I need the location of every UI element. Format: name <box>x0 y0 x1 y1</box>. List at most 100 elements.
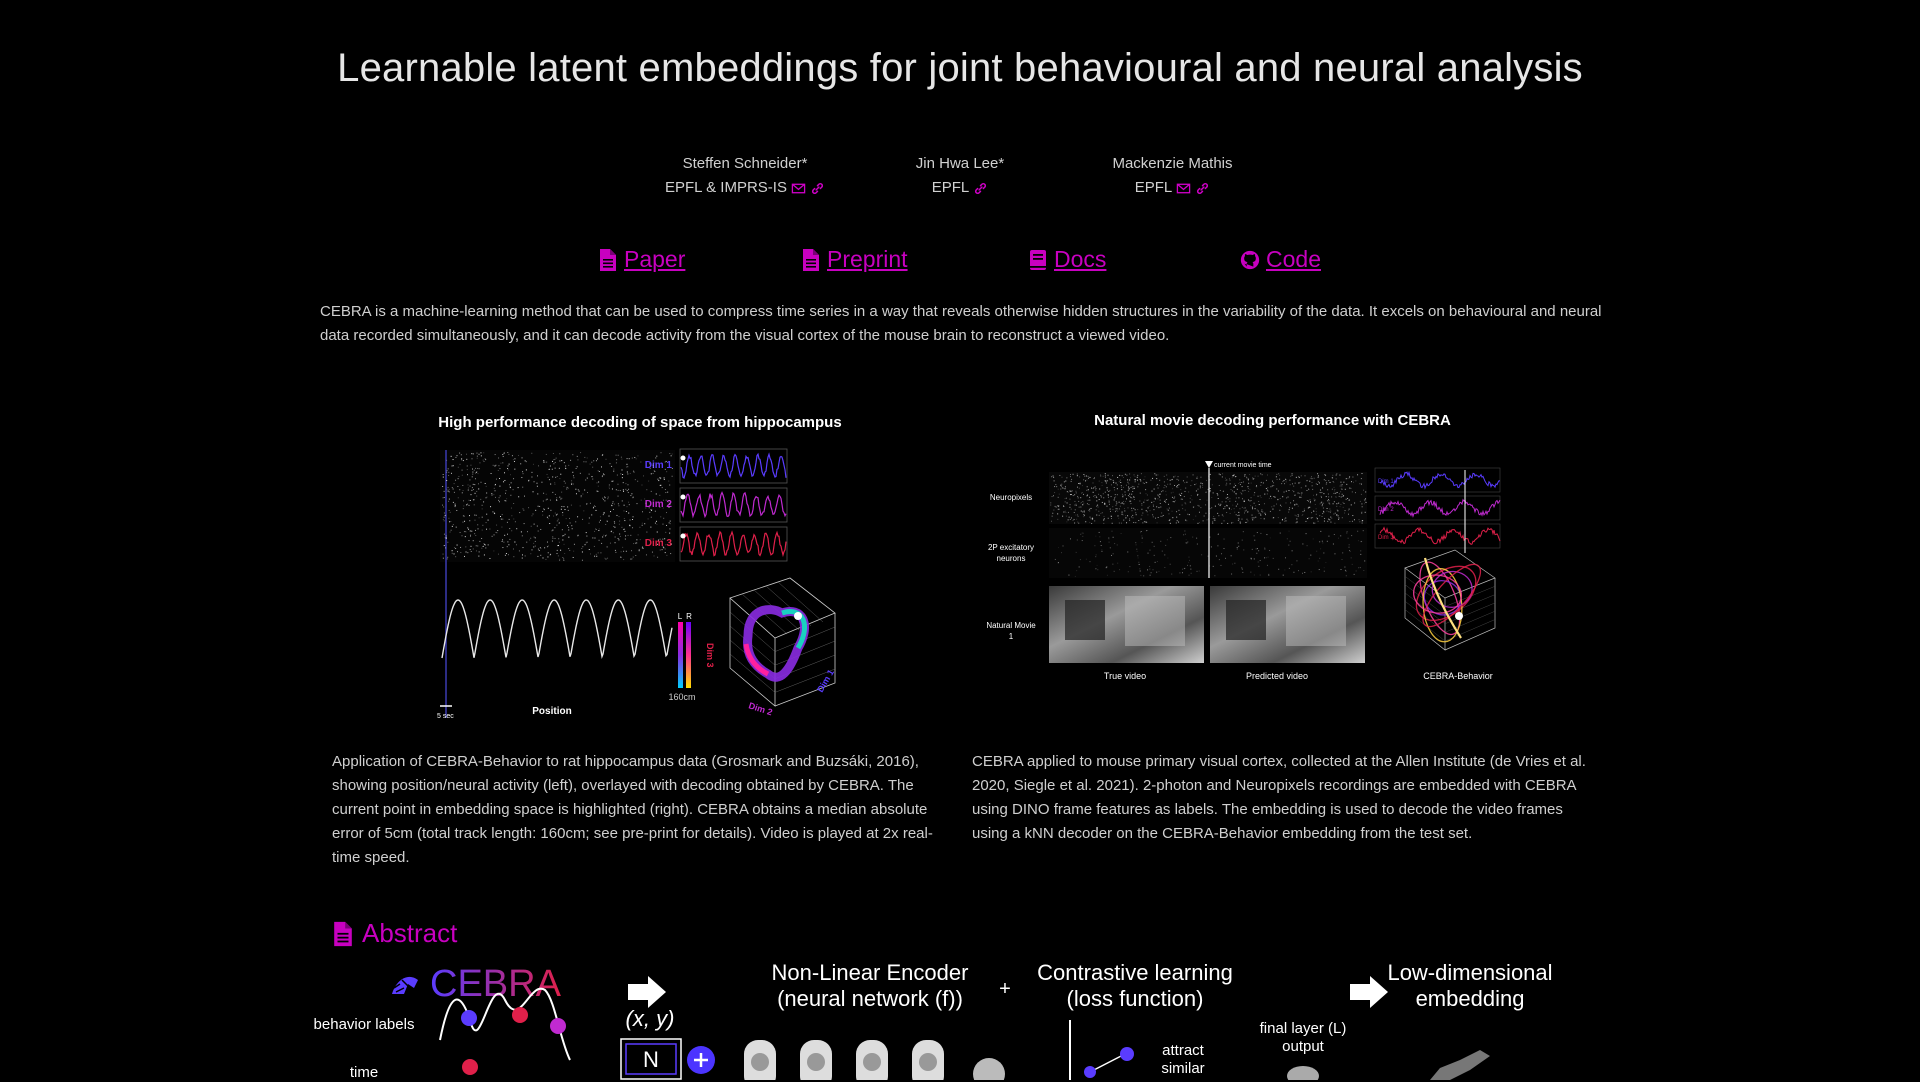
current-time-label: current movie time <box>1214 462 1272 469</box>
preprint-link[interactable]: Preprint <box>801 246 908 273</box>
output-node <box>1287 1066 1319 1080</box>
cebra-overview-diagram: CEBRA N behavior labels time (x, y) Non-… <box>314 950 1630 1081</box>
time-label: time <box>349 1064 379 1081</box>
trace-marker <box>680 455 686 461</box>
dim2-label: Dim 2 <box>645 499 673 510</box>
true-video-frame <box>1049 586 1204 663</box>
trace-marker <box>680 494 686 500</box>
authors-block: Steffen Schneider* EPFL & IMPRS-IS Jin H… <box>0 152 1920 202</box>
behavior-point <box>512 1007 528 1023</box>
zebra-logo-icon <box>392 976 418 994</box>
track-label: 160cm <box>668 692 695 702</box>
preprint-link-label: Preprint <box>827 246 908 272</box>
colorbar-left <box>678 622 683 688</box>
embedding-cube <box>1404 549 1496 651</box>
author-name: Mackenzie Mathis <box>1112 155 1233 172</box>
movie-decoding-visualization: current movie time Neuropixels 2P excita… <box>986 461 1501 681</box>
file-icon <box>803 248 819 271</box>
file-icon <box>334 921 352 946</box>
cube-axis-dim1: Dim 1 <box>815 668 836 694</box>
author-affiliation: EPFL <box>1134 179 1173 196</box>
paper-link[interactable]: Paper <box>598 246 685 273</box>
plus-sign: + <box>999 978 1011 1000</box>
author-1: Steffen Schneider* EPFL & IMPRS-IS <box>650 152 840 200</box>
behavior-point <box>462 1059 478 1075</box>
dim1-box <box>679 448 788 484</box>
trace-marker <box>680 533 686 539</box>
cebra-logo: CEBRA <box>430 963 562 1005</box>
encoder-layers <box>744 1040 1005 1080</box>
movie-decoding-figure: Natural movie decoding performance with … <box>985 408 1560 698</box>
embedding-traces <box>1374 467 1501 549</box>
right-figure-caption: CEBRA applied to mouse primary visual co… <box>972 753 1586 842</box>
figure-title: High performance decoding of space from … <box>438 414 842 431</box>
colorbar-right <box>686 622 691 688</box>
dim3-box <box>679 526 788 562</box>
arrow-right-icon <box>1350 976 1388 1008</box>
author-name: Jin Hwa Lee* <box>915 155 1005 172</box>
file-icon <box>600 248 616 271</box>
docs-link-label: Docs <box>1054 246 1107 272</box>
docs-link[interactable]: Docs <box>1028 246 1106 273</box>
author-affiliation: EPFL & IMPRS-IS <box>665 179 787 196</box>
row-label-movie: Natural Movie 1 <box>986 621 1036 641</box>
author-2: Jin Hwa Lee* EPFL <box>880 152 1040 200</box>
dim1-label: Dim 1 <box>645 460 673 471</box>
hippocampus-visualization: Dim 1 Dim 2 Dim 3 5 sec Position L R 160… <box>437 448 836 720</box>
resource-links: Paper Preprint Docs Code <box>0 246 1920 282</box>
n-box <box>620 1038 682 1080</box>
raster-dots <box>1050 473 1367 577</box>
current-point <box>794 612 802 620</box>
dim3-label: Dim 3 <box>1378 535 1394 541</box>
left-label: L <box>678 612 683 621</box>
dim1-label: Dim 1 <box>1378 479 1394 485</box>
embedding-node <box>1120 1047 1134 1061</box>
row-label-neuropixels: Neuropixels <box>990 493 1032 502</box>
book-icon <box>1030 249 1046 270</box>
embedding-trace <box>1379 526 1501 545</box>
link-icon[interactable] <box>973 181 988 196</box>
embedding-cube <box>729 577 836 707</box>
link-icon[interactable] <box>810 181 825 196</box>
behavior-point <box>461 1010 477 1026</box>
row-label-2p: 2P excitatory neurons <box>987 543 1035 563</box>
envelope-icon[interactable] <box>791 181 806 196</box>
arrow-right-icon <box>628 976 666 1008</box>
position-trace <box>441 599 673 659</box>
neuropixels-raster <box>1049 472 1367 524</box>
github-icon <box>1240 250 1260 269</box>
code-link[interactable]: Code <box>1240 246 1321 273</box>
left-figure-caption: Application of CEBRA-Behavior to rat hip… <box>332 753 933 866</box>
paper-link-label: Paper <box>624 246 686 272</box>
embedding-trace <box>1379 498 1501 518</box>
raster-dots <box>442 452 673 561</box>
cube-axis-dim2: Dim 2 <box>747 700 773 717</box>
attract-similar-text: attract similar <box>1161 1042 1205 1077</box>
abstract-heading: Abstract <box>332 918 457 949</box>
final-layer-text: final layer (L) output <box>1259 1020 1347 1055</box>
predicted-video-frame <box>1210 586 1365 663</box>
author-name: Steffen Schneider* <box>682 155 808 172</box>
n-label: N <box>643 1047 659 1072</box>
envelope-icon[interactable] <box>1176 181 1191 196</box>
author-affiliation: EPFL <box>931 179 970 196</box>
current-point <box>1455 612 1463 620</box>
right-label: R <box>686 612 692 621</box>
figure-title: Natural movie decoding performance with … <box>1094 412 1451 429</box>
behavior-curve <box>439 987 571 1061</box>
position-label: Position <box>532 706 571 717</box>
dim2-label: Dim 2 <box>1378 507 1394 513</box>
embedding-node <box>1084 1066 1096 1078</box>
cube-axis-dim3: Dim 3 <box>705 643 715 668</box>
xy-label: (x, y) <box>625 1006 675 1031</box>
lowdim-title: Low-dimensional embedding <box>1387 960 1553 1011</box>
dim2-box <box>679 487 788 523</box>
embedding-trace <box>680 452 787 479</box>
abstract-label: Abstract <box>362 918 458 948</box>
link-icon[interactable] <box>1195 181 1210 196</box>
two-photon-raster <box>1049 528 1367 578</box>
intro-text: CEBRA is a machine-learning method that … <box>320 303 1602 344</box>
contrastive-title: Contrastive learning (loss function) <box>1037 960 1233 1011</box>
predicted-video-label: Predicted video <box>1246 671 1308 681</box>
dim3-label: Dim 3 <box>645 538 673 549</box>
